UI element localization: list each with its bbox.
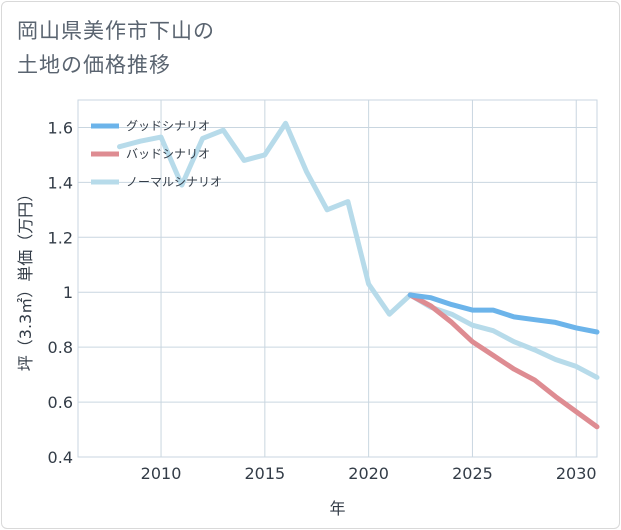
y-tick-label: 0.8 [48, 338, 73, 357]
grid-lines [77, 99, 598, 458]
chart-title-line-2: 土地の価格推移 [17, 53, 171, 77]
y-tick-label: 1.2 [48, 228, 73, 247]
tick-labels: 2010 2015 2020 2025 2030 0.4 0.6 0.8 1 1.2 1.4 1.6 [48, 118, 597, 483]
y-tick-label: 0.4 [48, 448, 73, 467]
x-tick-label: 2025 [452, 464, 493, 483]
series-lines [117, 120, 600, 430]
legend-label: ノーマルシナリオ [126, 175, 222, 189]
series-line-0 [407, 292, 600, 335]
chart-title-line-1: 岡山県美作市下山の [17, 19, 215, 43]
y-tick-label: 1.4 [48, 173, 73, 192]
x-tick-label: 2030 [556, 464, 597, 483]
y-tick-label: 1 [63, 283, 73, 302]
y-tick-label: 1.6 [48, 118, 73, 137]
legend-label: グッドシナリオ [126, 119, 210, 133]
x-tick-label: 2020 [348, 464, 389, 483]
series-line-2 [117, 120, 600, 380]
y-tick-label: 0.6 [48, 393, 73, 412]
x-tick-label: 2010 [141, 464, 182, 483]
legend-label: バッドシナリオ [126, 147, 210, 161]
x-axis-label: 年 [329, 499, 345, 518]
y-axis-label: 坪（3.3㎡）単価（万円） [16, 186, 35, 371]
chart-title: 岡山県美作市下山の 土地の価格推移 [17, 14, 215, 82]
series-line-1 [407, 292, 600, 430]
x-tick-label: 2015 [244, 464, 285, 483]
